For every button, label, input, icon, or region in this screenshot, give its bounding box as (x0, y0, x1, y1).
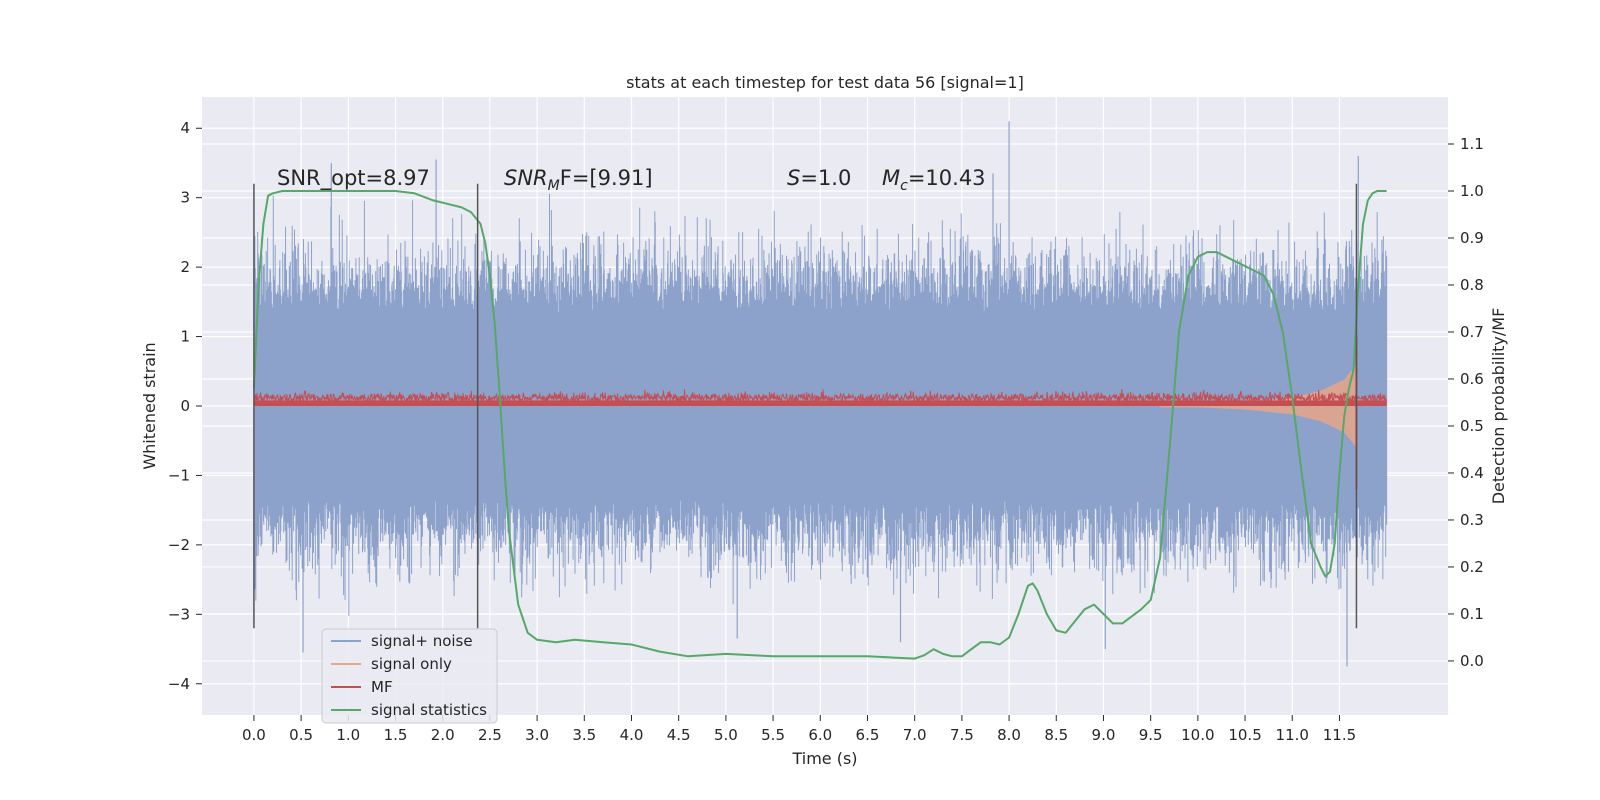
y2-axis-label: Detection probability/MF (1489, 308, 1508, 505)
y-tick-label: −3 (168, 605, 190, 623)
annotation-snr-mf-symbol: SNR (504, 166, 548, 190)
y2-tick-label: 0.3 (1460, 511, 1484, 529)
legend: signal+ noise signal only MF signal stat… (321, 628, 498, 724)
x-axis-label: Time (s) (791, 749, 857, 768)
y2-tick-label: 1.0 (1460, 182, 1484, 200)
x-tick-label: 11.5 (1323, 726, 1356, 744)
y-axis-left: −4 −3 −2 −1 0 1 2 3 4 (168, 119, 202, 693)
y2-tick-label: 0.0 (1460, 652, 1484, 670)
y2-tick-label: 0.9 (1460, 229, 1484, 247)
x-tick-label: 10.5 (1228, 726, 1261, 744)
x-tick-label: 7.0 (903, 726, 927, 744)
x-tick-label: 0.5 (289, 726, 313, 744)
y-axis-label: Whitened strain (140, 342, 159, 469)
x-tick-label: 6.5 (856, 726, 880, 744)
x-tick-label: 4.5 (667, 726, 691, 744)
x-tick-label: 11.0 (1276, 726, 1309, 744)
annotation-mc-subscript: c (900, 178, 908, 194)
y2-tick-label: 0.6 (1460, 370, 1484, 388)
mf-series (253, 388, 1388, 405)
legend-label-mf: MF (371, 678, 393, 696)
vline-layer (253, 183, 1358, 629)
x-tick-label: 6.0 (808, 726, 832, 744)
x-tick-label: 3.0 (525, 726, 549, 744)
annotation-s-symbol: S (787, 166, 800, 190)
chart-title: stats at each timestep for test data 56 … (626, 73, 1024, 92)
y2-tick-label: 0.7 (1460, 323, 1484, 341)
x-axis: 0.0 0.5 1.0 1.5 2.0 2.5 3.0 3.5 4.0 4.5 5.0 5.5 6.0 6… (242, 715, 1356, 744)
annotation-snr-mf-subscript: M (548, 178, 560, 194)
annotation-mc: Mc=10.43 (882, 166, 986, 194)
x-tick-label: 2.5 (478, 726, 502, 744)
x-tick-label: 5.0 (714, 726, 738, 744)
annotation-snr-mf: SNRMF=[9.91] (504, 166, 653, 194)
x-tick-label: 9.5 (1139, 726, 1163, 744)
mf-band (253, 400, 1387, 406)
annotation-s: S=1.0 (787, 166, 851, 190)
x-tick-label: 10.0 (1181, 726, 1214, 744)
annotation-s-value: =1.0 (800, 166, 851, 190)
y-tick-label: −1 (168, 466, 190, 484)
y2-tick-label: 0.8 (1460, 276, 1484, 294)
legend-box (321, 628, 498, 724)
y-tick-label: −2 (168, 536, 190, 554)
y-tick-label: 3 (180, 189, 190, 207)
x-tick-label: 7.5 (950, 726, 974, 744)
x-tick-label: 5.5 (761, 726, 785, 744)
y2-tick-label: 0.1 (1460, 605, 1484, 623)
y2-tick-label: 0.4 (1460, 464, 1484, 482)
legend-label-signal-statistics: signal statistics (371, 701, 487, 719)
y2-tick-label: 0.5 (1460, 417, 1484, 435)
x-tick-label: 4.0 (620, 726, 644, 744)
x-tick-label: 0.0 (242, 726, 266, 744)
x-tick-label: 9.0 (1092, 726, 1116, 744)
y2-tick-label: 0.2 (1460, 558, 1484, 576)
series-layer (252, 121, 1388, 667)
x-tick-label: 1.5 (384, 726, 408, 744)
x-tick-label: 8.0 (997, 726, 1021, 744)
x-tick-label: 3.5 (572, 726, 596, 744)
y-axis-right: 0.0 0.1 0.2 0.3 0.4 0.5 0.6 0.7 0.8 0.9 1.0 1.1 (1448, 135, 1484, 670)
legend-label-signal-only: signal only (371, 655, 452, 673)
y-tick-label: 1 (180, 328, 190, 346)
annotation-snr-opt: SNR_opt=8.97 (277, 166, 430, 191)
x-tick-label: 2.0 (431, 726, 455, 744)
y-tick-label: 2 (180, 258, 190, 276)
y2-tick-label: 1.1 (1460, 135, 1484, 153)
y-tick-label: −4 (168, 675, 190, 693)
x-tick-label: 1.0 (336, 726, 360, 744)
annotations: SNR_opt=8.97 SNRMF=[9.91] S=1.0 Mc=10.43 (277, 166, 986, 194)
y-tick-label: 0 (180, 397, 190, 415)
annotation-snr-mf-value: F=[9.91] (560, 166, 653, 190)
annotation-mc-symbol: M (882, 166, 900, 190)
legend-label-signal-noise: signal+ noise (371, 632, 473, 650)
x-tick-label: 8.5 (1044, 726, 1068, 744)
annotation-mc-value: =10.43 (908, 166, 986, 190)
y-tick-label: 4 (180, 119, 190, 137)
